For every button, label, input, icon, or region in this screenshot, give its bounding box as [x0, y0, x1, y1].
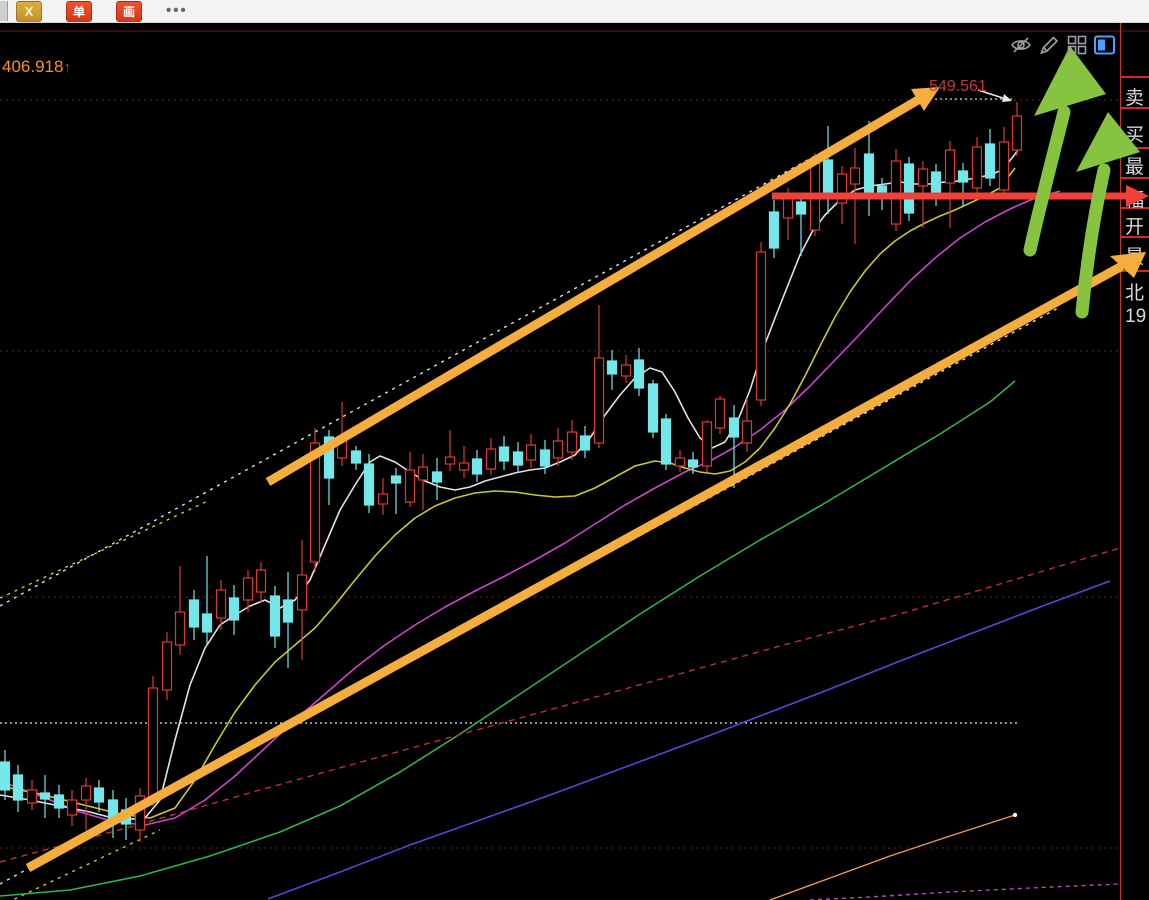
quote-row-separator [1121, 76, 1149, 78]
partial-toolbar-icon[interactable] [0, 1, 8, 21]
toolbar-order-button[interactable]: 单 [66, 0, 92, 22]
white-pointer-arrow [977, 89, 1012, 102]
quote-row-label: 19 [1125, 306, 1147, 327]
chart-area[interactable]: 卖买最幅开最北19 406.918↑ 549.561 [0, 22, 1149, 900]
gridlines [0, 99, 1120, 849]
current-price-value: 406.918 [2, 57, 64, 76]
top-toolbar: X 单 画 ••• [0, 0, 1149, 23]
level-lines [0, 98, 1020, 724]
quote-row-separator [1121, 107, 1149, 109]
ma-magenta [0, 190, 1061, 826]
red-horizontal-arrow [772, 185, 1149, 207]
grid-icon[interactable] [1064, 32, 1089, 58]
pencil-icon[interactable] [1036, 32, 1061, 58]
current-price-label: 406.918↑ [2, 57, 71, 77]
chart-toolbar [1008, 32, 1117, 58]
alert-price-label: 549.561 [929, 78, 987, 95]
line-orange-thin [769, 812, 1018, 900]
toolbar-more-button[interactable]: ••• [166, 2, 188, 19]
candlestick-chart[interactable] [0, 22, 1149, 900]
toolbar-close-x-button[interactable]: X [16, 0, 42, 22]
ma-green [0, 380, 1016, 897]
layout-icon[interactable] [1092, 32, 1117, 58]
price-up-arrow-icon: ↑ [63, 59, 71, 76]
quote-row-separator [1121, 207, 1149, 209]
quote-row-label: 卖 [1125, 88, 1145, 109]
quote-row-label: 开 [1125, 217, 1145, 238]
quote-row-label: 最 [1125, 157, 1145, 178]
eye-off-icon[interactable] [1008, 32, 1033, 58]
ma-yellow [0, 167, 1016, 819]
trend-red-dashed [0, 547, 1121, 863]
line-purple-dashed [809, 883, 1121, 900]
ma-violet [267, 580, 1111, 900]
quote-row-separator [1121, 177, 1149, 179]
orange-trend-arrows [25, 87, 1146, 872]
quote-row-label: 北 [1125, 283, 1145, 304]
toolbar-draw-button[interactable]: 画 [116, 0, 142, 22]
quote-row-separator [1121, 236, 1149, 238]
candles [0, 102, 1023, 842]
green-hand-drawn-arrows [1023, 46, 1140, 319]
